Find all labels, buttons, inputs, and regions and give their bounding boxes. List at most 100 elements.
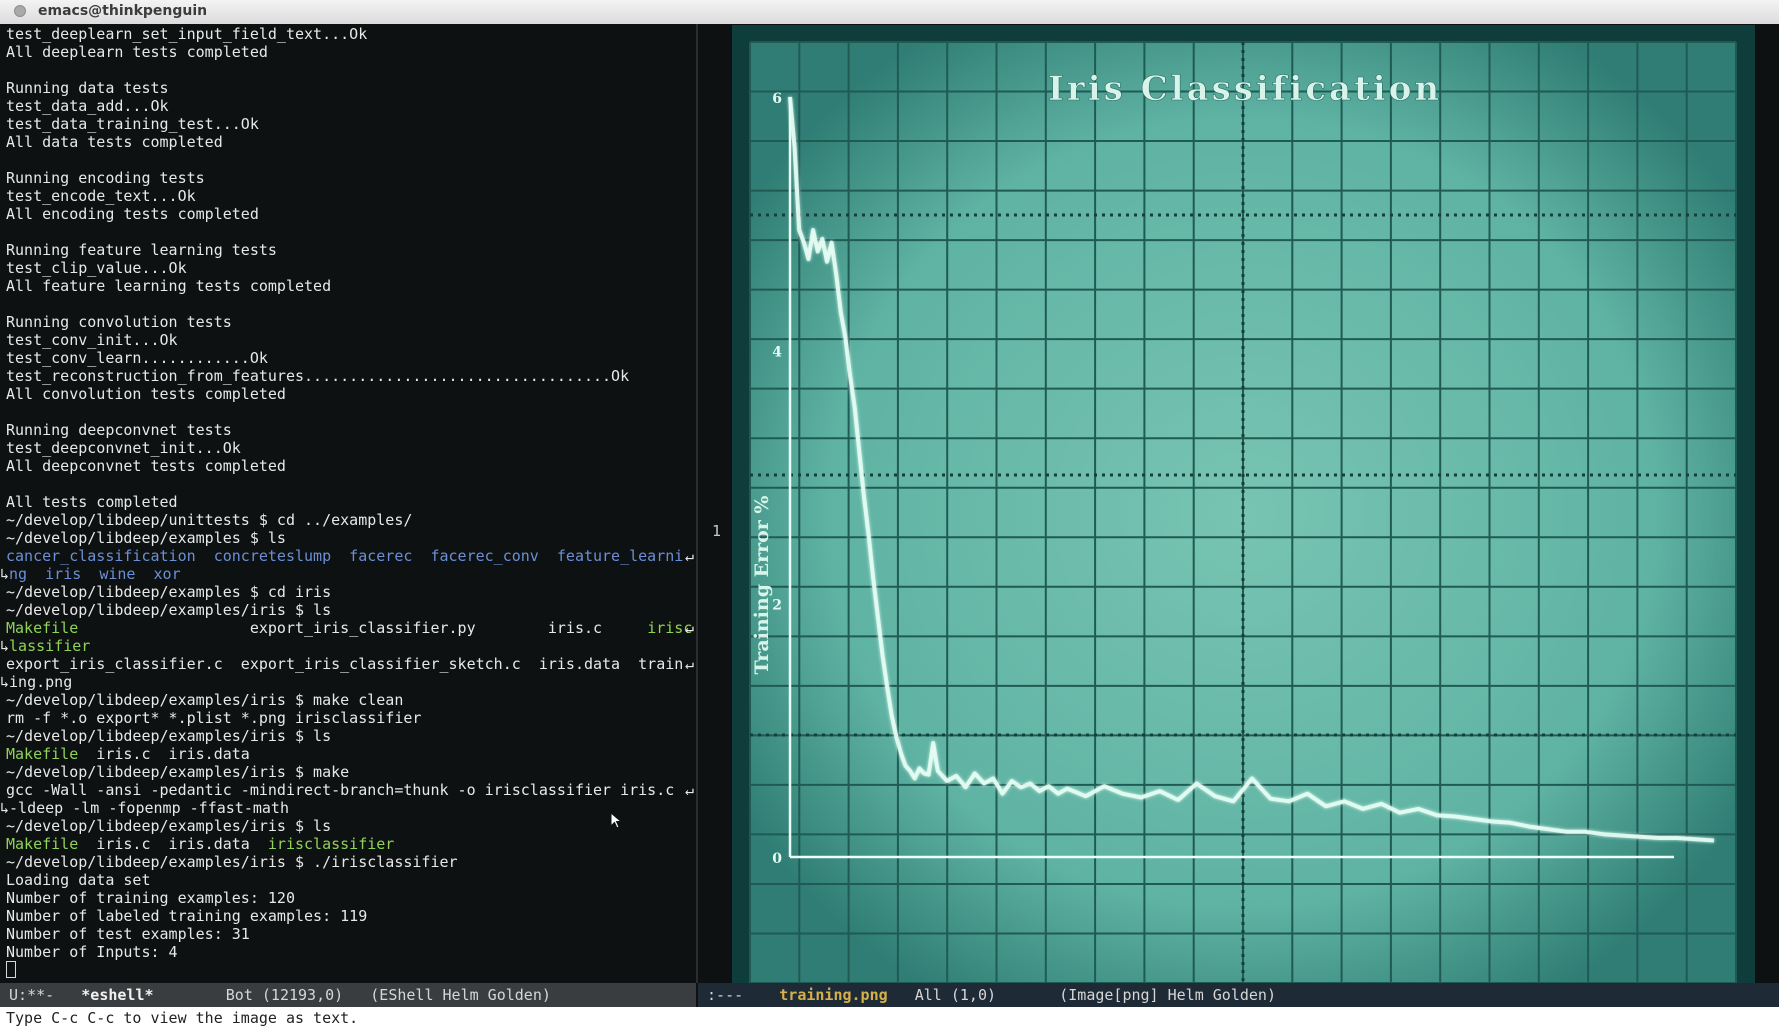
terminal-line: [6, 223, 694, 241]
terminal-text: gcc -Wall -ansi -pedantic -mindirect-bra…: [6, 781, 684, 799]
line-wrap-icon: ↵: [684, 619, 694, 637]
modeline-eshell[interactable]: U:**- *eshell* Bot (12193,0) (EShell Hel…: [0, 983, 696, 1007]
mouse-pointer-icon: [610, 812, 622, 829]
terminal-line: export_iris_classifier.c export_iris_cla…: [6, 655, 694, 673]
chart-y-axis-label: Training Error %: [751, 496, 773, 675]
terminal-line: Makefile iris.c iris.data irisclassifier: [6, 835, 694, 853]
terminal-line: Number of labeled training examples: 119: [6, 907, 694, 925]
modeline-buffer-name[interactable]: *eshell*: [81, 986, 154, 1004]
file-listing: irisclassifier: [267, 835, 395, 853]
modeline-image[interactable]: :--- training.png All (1,0) (Image[png] …: [698, 983, 1779, 1007]
terminal-text: test_clip_value...Ok: [6, 259, 187, 277]
terminal-text: ~/develop/libdeep/unittests $ cd ../exam…: [6, 511, 413, 529]
terminal-line: All deepconvnet tests completed: [6, 457, 694, 475]
terminal-line: rm -f *.o export* *.plist *.png irisclas…: [6, 709, 694, 727]
line-continuation-icon: ↳: [0, 565, 10, 583]
terminal-text: All encoding tests completed: [6, 205, 259, 223]
terminal-line: All feature learning tests completed: [6, 277, 694, 295]
terminal-line: All tests completed: [6, 493, 694, 511]
terminal-text: All deeplearn tests completed: [6, 43, 268, 61]
terminal-line: [6, 151, 694, 169]
terminal-line: gcc -Wall -ansi -pedantic -mindirect-bra…: [6, 781, 694, 799]
echo-area: Type C-c C-c to view the image as text.: [0, 1007, 1779, 1029]
y-tick-label: 6: [772, 91, 782, 107]
terminal-line: ~/develop/libdeep/examples/iris $ make: [6, 763, 694, 781]
terminal-line: test_deepconvnet_init...Ok: [6, 439, 694, 457]
y-tick-label: 4: [772, 344, 782, 360]
window-title: emacs@thinkpenguin: [38, 3, 208, 19]
modeline-position: All (1,0): [914, 986, 997, 1004]
terminal-line: test_conv_init...Ok: [6, 331, 694, 349]
terminal-text: All tests completed: [6, 493, 178, 511]
terminal-line: ~/develop/libdeep/examples/iris $ make c…: [6, 691, 694, 709]
modeline-status: :---: [698, 986, 744, 1004]
terminal-text: Running data tests: [6, 79, 169, 97]
terminal-text: -ldeep -lm -fopenmp -ffast-math: [9, 799, 289, 817]
terminal-line: ↳ng iris wine xor: [0, 565, 694, 583]
training-image[interactable]: 0 2 4 6 Iris Classification Training Error …: [732, 25, 1755, 983]
terminal-text: test_data_add...Ok: [6, 97, 169, 115]
window-close-button[interactable]: [14, 5, 26, 17]
terminal-text: iris.c iris.data: [78, 745, 250, 763]
terminal-line: [6, 295, 694, 313]
chart-axes: [788, 97, 1674, 859]
terminal-line: [6, 961, 694, 979]
terminal-text: ~/develop/libdeep/examples $ ls: [6, 529, 286, 547]
terminal-line: test_data_add...Ok: [6, 97, 694, 115]
terminal-line: ~/develop/libdeep/examples/iris $ ls: [6, 727, 694, 745]
terminal-line: All deeplearn tests completed: [6, 43, 694, 61]
terminal-text: test_conv_init...Ok: [6, 331, 178, 349]
terminal-line: Makefile export_iris_classifier.py iris.…: [6, 619, 694, 637]
terminal-text: test_reconstruction_from_features.......…: [6, 367, 630, 385]
modeline-buffer-name[interactable]: training.png: [779, 986, 888, 1004]
series-line: [788, 96, 1715, 843]
terminal-text: ing.png: [9, 673, 73, 691]
terminal-line: [6, 61, 694, 79]
terminal-line: cancer_classification concreteslump face…: [6, 547, 694, 565]
eshell-output[interactable]: test_deeplearn_set_input_field_text...Ok…: [0, 25, 694, 979]
file-listing: irisc: [647, 619, 693, 637]
terminal-line: Running deepconvnet tests: [6, 421, 694, 439]
terminal-line: ↳-ldeep -lm -fopenmp -ffast-math: [0, 799, 694, 817]
terminal-text: ~/develop/libdeep/examples/iris $ ls: [6, 727, 332, 745]
terminal-line: Running convolution tests: [6, 313, 694, 331]
training-error-chart: 0 2 4 6 Iris Classification Training Error …: [732, 25, 1755, 983]
window-divider[interactable]: [696, 24, 698, 983]
terminal-text: Number of training examples: 120: [6, 889, 295, 907]
text-cursor: [6, 961, 16, 978]
terminal-text: test_data_training_test...Ok: [6, 115, 259, 133]
terminal-line: ~/develop/libdeep/examples/iris $ ls: [6, 601, 694, 619]
terminal-line: ~/develop/libdeep/examples/iris $ ls: [6, 817, 694, 835]
terminal-text: test_encode_text...Ok: [6, 187, 196, 205]
terminal-text: All convolution tests completed: [6, 385, 286, 403]
terminal-text: Running feature learning tests: [6, 241, 277, 259]
terminal-text: ~/develop/libdeep/examples/iris $ make c…: [6, 691, 404, 709]
terminal-line: All data tests completed: [6, 133, 694, 151]
y-tick-label: 0: [772, 851, 782, 867]
file-listing: lassifier: [9, 637, 91, 655]
terminal-text: Number of labeled training examples: 119: [6, 907, 368, 925]
terminal-text: Running encoding tests: [6, 169, 205, 187]
line-wrap-icon: ↵: [684, 547, 694, 565]
line-continuation-icon: ↳: [0, 637, 10, 655]
terminal-line: test_clip_value...Ok: [6, 259, 694, 277]
terminal-line: test_reconstruction_from_features.......…: [6, 367, 694, 385]
eshell-window[interactable]: test_deeplearn_set_input_field_text...Ok…: [0, 24, 696, 983]
modeline-modes[interactable]: (Image[png] Helm Golden): [1059, 986, 1276, 1004]
terminal-text: test_conv_learn............Ok: [6, 349, 268, 367]
terminal-line: Running encoding tests: [6, 169, 694, 187]
terminal-text: ~/develop/libdeep/examples/iris $ ./iris…: [6, 853, 458, 871]
file-listing: Makefile: [6, 745, 79, 763]
y-tick-label: 2: [772, 598, 782, 614]
modeline-modes[interactable]: (EShell Helm Golden): [370, 986, 551, 1004]
window-titlebar[interactable]: emacs@thinkpenguin: [0, 0, 1779, 25]
modeline-position: Bot (12193,0): [225, 986, 344, 1004]
chart-title: Iris Classification: [1048, 69, 1442, 109]
terminal-text: ~/develop/libdeep/examples $ cd iris: [6, 583, 332, 601]
terminal-line: Number of test examples: 31: [6, 925, 694, 943]
terminal-line: Loading data set: [6, 871, 694, 889]
terminal-line: Number of training examples: 120: [6, 889, 694, 907]
terminal-line: ↳lassifier: [0, 637, 694, 655]
terminal-text: ~/develop/libdeep/examples/iris $ ls: [6, 817, 332, 835]
